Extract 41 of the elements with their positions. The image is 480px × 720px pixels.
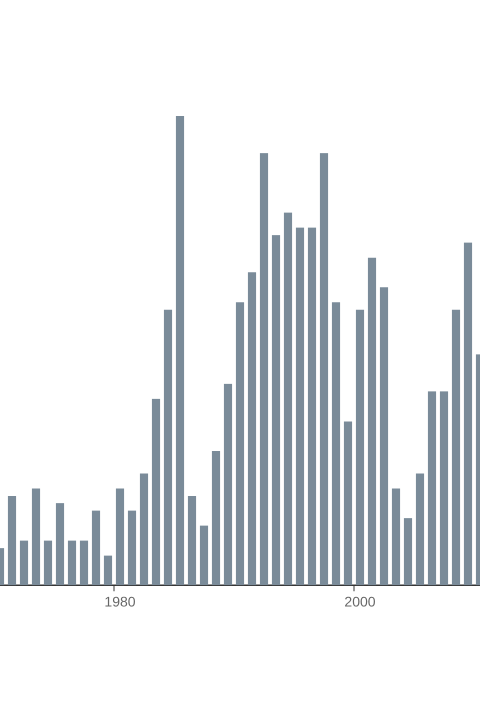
bar (392, 488, 400, 586)
bar (440, 391, 448, 586)
bar (44, 540, 52, 586)
bar (140, 474, 148, 586)
bar (212, 451, 220, 586)
bar (152, 398, 160, 586)
bar (116, 488, 124, 586)
bar (128, 510, 136, 586)
bar (164, 310, 172, 586)
bar (284, 212, 292, 586)
bar (200, 526, 208, 586)
bar (80, 540, 88, 586)
bar (260, 153, 268, 586)
bar (8, 496, 16, 586)
bar (320, 153, 328, 586)
bar (356, 310, 364, 586)
bar (236, 302, 244, 586)
bar (224, 384, 232, 586)
bar (176, 116, 184, 586)
bar (308, 228, 316, 586)
bar (20, 540, 28, 586)
bar (248, 272, 256, 586)
bar (68, 540, 76, 586)
bar (272, 235, 280, 586)
bar (416, 474, 424, 586)
bar (464, 242, 472, 586)
bar (296, 228, 304, 586)
x-tick-label: 2000 (344, 593, 376, 610)
bar (368, 258, 376, 586)
bar (404, 518, 412, 586)
bar (188, 496, 196, 586)
bar (452, 310, 460, 586)
bar (332, 302, 340, 586)
bar (344, 421, 352, 586)
bar (104, 556, 112, 586)
bar (92, 510, 100, 586)
bar (380, 287, 388, 586)
bar (56, 503, 64, 586)
bar (32, 488, 40, 586)
x-tick-label: 1980 (104, 593, 136, 610)
bar (428, 391, 436, 586)
